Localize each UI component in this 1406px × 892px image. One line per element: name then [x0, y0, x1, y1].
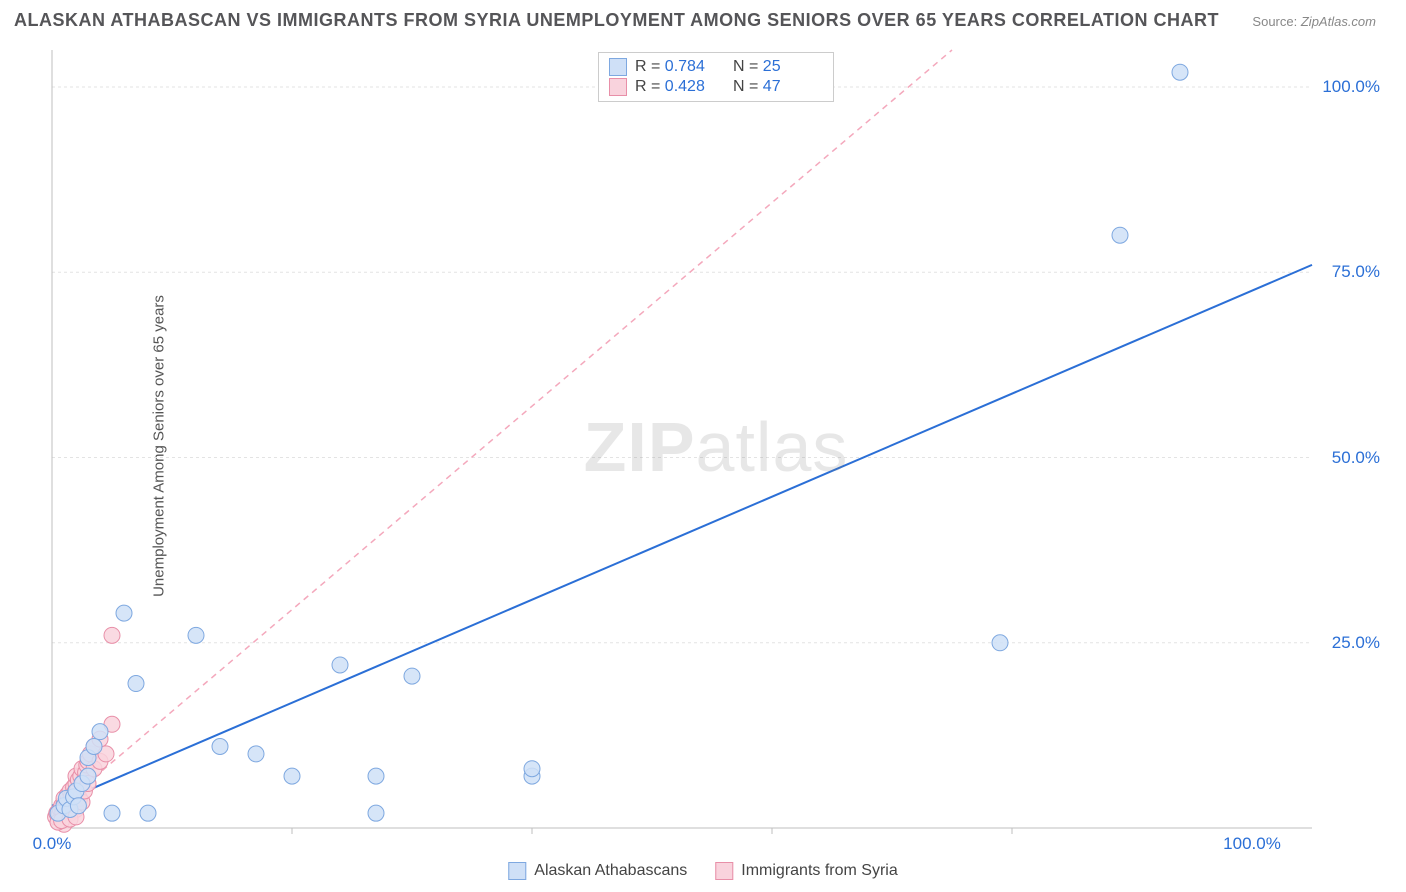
ytick-label: 75.0%: [1332, 262, 1380, 282]
ytick-label: 100.0%: [1322, 77, 1380, 97]
legend-swatch: [508, 862, 526, 880]
legend-swatch: [609, 78, 627, 96]
scatter-plot-svg: [46, 44, 1386, 850]
legend-r: R = 0.428: [635, 78, 725, 96]
legend-item: Immigrants from Syria: [715, 862, 897, 880]
legend-n: N = 25: [733, 58, 823, 76]
legend-label: Alaskan Athabascans: [534, 862, 687, 880]
source-value: ZipAtlas.com: [1301, 14, 1376, 29]
xtick-label: 0.0%: [33, 834, 72, 854]
legend-label: Immigrants from Syria: [741, 862, 897, 880]
source-label: Source:: [1252, 14, 1297, 29]
correlation-legend: R = 0.784 N = 25 R = 0.428 N = 47: [598, 52, 834, 102]
xtick-label: 100.0%: [1223, 834, 1281, 854]
ytick-label: 25.0%: [1332, 633, 1380, 653]
series-legend: Alaskan Athabascans Immigrants from Syria: [508, 862, 897, 880]
legend-swatch: [609, 58, 627, 76]
legend-row: R = 0.428 N = 47: [609, 77, 823, 97]
legend-r: R = 0.784: [635, 58, 725, 76]
legend-row: R = 0.784 N = 25: [609, 57, 823, 77]
source-citation: Source: ZipAtlas.com: [1252, 14, 1376, 29]
legend-item: Alaskan Athabascans: [508, 862, 687, 880]
legend-n: N = 47: [733, 78, 823, 96]
ytick-label: 50.0%: [1332, 448, 1380, 468]
legend-swatch: [715, 862, 733, 880]
chart-title: ALASKAN ATHABASCAN VS IMMIGRANTS FROM SY…: [14, 10, 1219, 31]
plot-area: ZIPatlas R = 0.784N = 25R = 0.428N = 47 …: [46, 44, 1386, 850]
